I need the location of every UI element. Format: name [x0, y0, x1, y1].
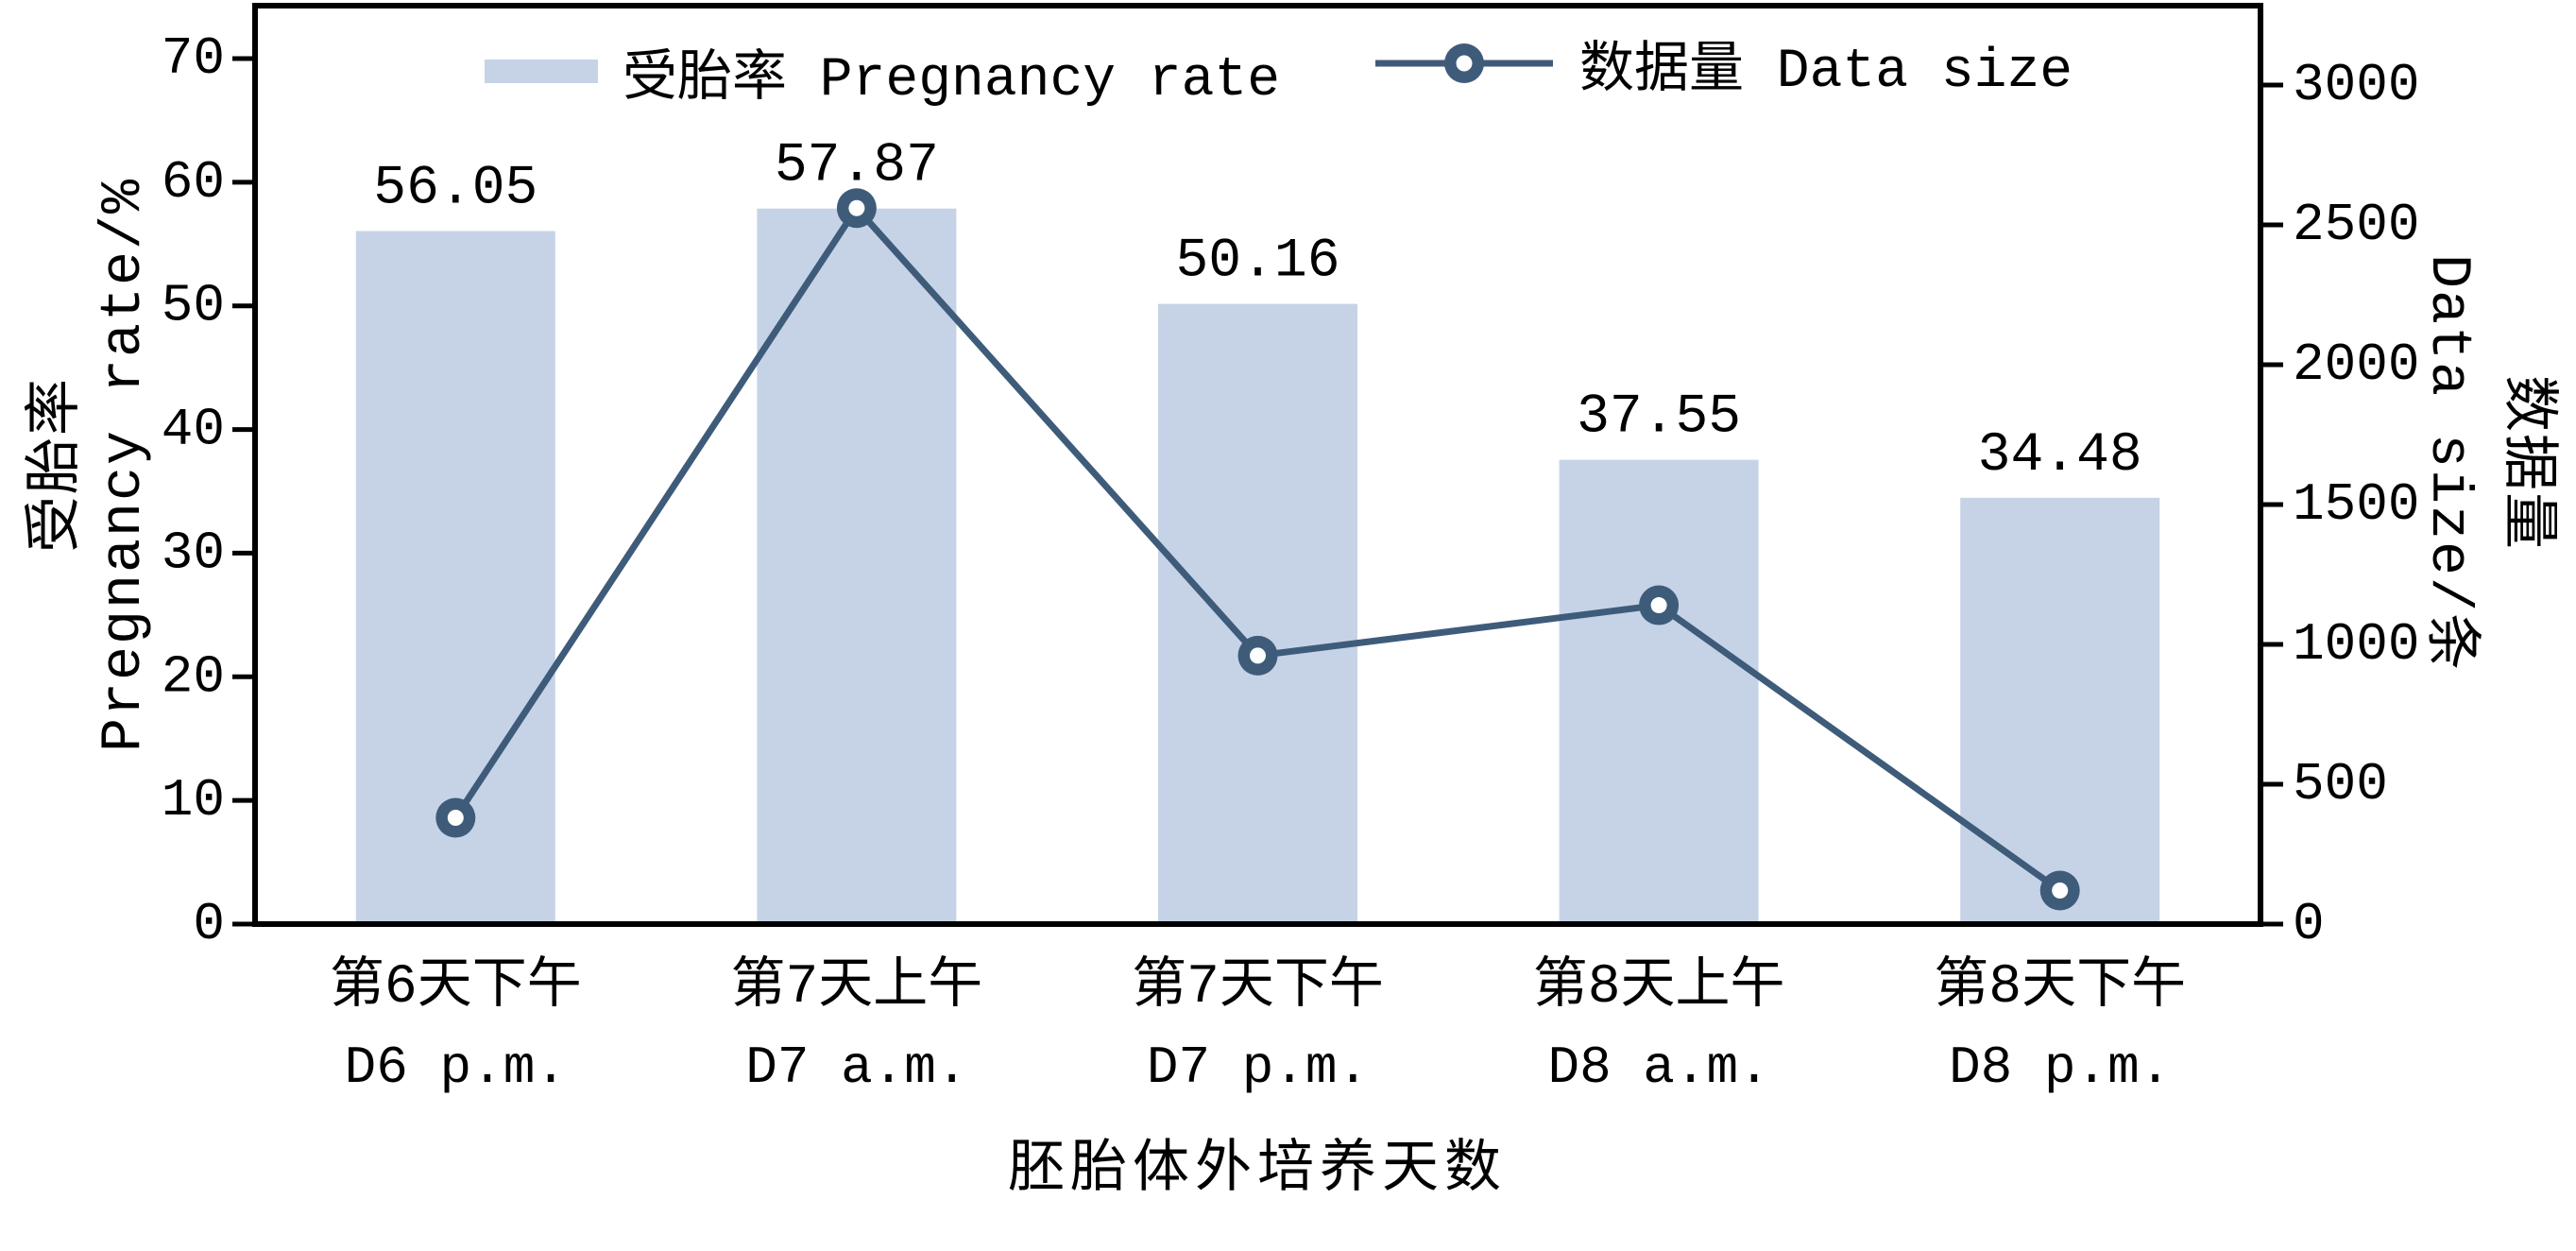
- data-point-marker-hole-2: [1250, 647, 1266, 664]
- legend-label-data-size: 数据量 Data size: [1579, 42, 2073, 103]
- y-tick-label-left-50: 50: [162, 276, 225, 336]
- x-category-label-0-zh: 第6天下午: [330, 954, 582, 1019]
- x-category-label-1-en: D7 a.m.: [745, 1037, 967, 1098]
- y-tick-label-right-500: 500: [2293, 754, 2388, 814]
- data-point-marker-hole-3: [1650, 597, 1667, 614]
- legend-item-data-size: 数据量 Data size: [1372, 23, 2073, 103]
- bar-4: [1960, 497, 2160, 924]
- y-axis-title-left-en: Pregnancy rate/%: [93, 177, 157, 753]
- y-tick-label-left-30: 30: [162, 523, 225, 583]
- x-category-label-3-zh: 第8天上午: [1533, 954, 1785, 1019]
- x-category-label-3-en: D8 a.m.: [1547, 1037, 1769, 1098]
- y-tick-label-right-0: 0: [2293, 894, 2325, 954]
- bar-2: [1158, 303, 1357, 924]
- bar-1: [757, 208, 957, 924]
- y-tick-label-left-10: 10: [162, 770, 225, 831]
- bar-3: [1559, 459, 1759, 924]
- x-category-label-2-zh: 第7天下午: [1132, 954, 1384, 1019]
- y-tick-label-left-0: 0: [193, 894, 225, 954]
- plot-border: [252, 3, 2263, 927]
- line-marker-icon: [1375, 43, 1553, 83]
- y-axis-title-left-zh: 受胎率: [26, 377, 91, 553]
- bar-value-label-3: 37.55: [1577, 387, 1741, 449]
- bar-value-label-1: 57.87: [775, 136, 939, 197]
- y-axis-title-right-zh: 数据量: [2493, 375, 2557, 551]
- x-category-label-4-en: D8 p.m.: [1949, 1037, 2171, 1098]
- x-category-label-1-zh: 第7天上午: [730, 954, 982, 1019]
- x-axis-title-zh: 胚胎体外培养天数: [1008, 1140, 1507, 1204]
- y-axis-title-right-en: Data size/条: [2415, 253, 2480, 673]
- x-category-label-2-en: D7 p.m.: [1147, 1037, 1369, 1098]
- data-point-marker-hole-1: [848, 199, 865, 216]
- data-point-marker-hole-4: [2052, 882, 2069, 899]
- y-tick-label-left-60: 60: [162, 152, 225, 213]
- legend-label-pregnancy-rate: 受胎率 Pregnancy rate: [623, 50, 1281, 111]
- y-tick-label-right-3000: 3000: [2293, 55, 2419, 115]
- x-category-label-0-en: D6 p.m.: [345, 1037, 567, 1098]
- y-tick-label-left-70: 70: [162, 28, 225, 89]
- legend-bar-swatch: [485, 60, 598, 83]
- x-category-label-4-zh: 第8天下午: [1934, 954, 2186, 1019]
- x-axis-title-en: Culture days of in vitro embryo: [682, 1192, 1833, 1251]
- y-tick-label-right-1000: 1000: [2293, 614, 2419, 675]
- bar-value-label-4: 34.48: [1978, 425, 2142, 487]
- y-tick-label-left-20: 20: [162, 646, 225, 707]
- data-point-marker-hole-0: [447, 810, 464, 827]
- legend-item-pregnancy-rate: 受胎率 Pregnancy rate: [485, 31, 1280, 111]
- y-tick-label-right-1500: 1500: [2293, 474, 2419, 535]
- y-tick-label-right-2500: 2500: [2293, 195, 2419, 255]
- bar-value-label-2: 50.16: [1175, 231, 1339, 293]
- y-tick-label-left-40: 40: [162, 400, 225, 460]
- bar-value-label-0: 56.05: [373, 159, 537, 220]
- y-tick-label-right-2000: 2000: [2293, 334, 2419, 395]
